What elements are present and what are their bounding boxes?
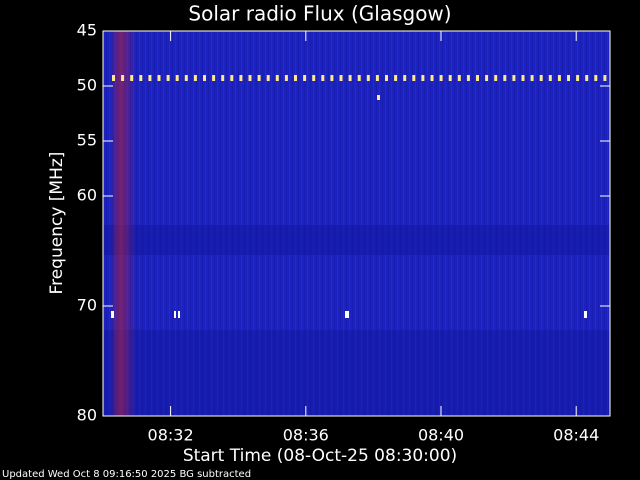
interference-dot	[448, 75, 452, 81]
interference-dot	[539, 75, 543, 81]
interference-dot	[366, 75, 370, 81]
interference-dot	[357, 75, 361, 81]
interference-dot	[385, 75, 388, 81]
dark-band	[103, 225, 610, 255]
dark-band	[103, 330, 610, 416]
interference-dot	[212, 75, 216, 81]
y-tick-label: 45	[77, 21, 97, 40]
interference-dot	[257, 75, 261, 81]
spectrogram-texture	[103, 31, 610, 416]
x-tick-label: 08:44	[553, 426, 599, 445]
interference-dot	[466, 75, 470, 81]
interference-dot	[430, 75, 434, 81]
interference-dot	[266, 75, 270, 81]
x-axis-label: Start Time (08-Oct-25 08:30:00)	[183, 446, 457, 466]
interference-dot	[230, 75, 234, 81]
interference-dot	[148, 75, 152, 81]
interference-dot	[184, 75, 188, 81]
interference-dot	[512, 75, 516, 81]
interference-dot	[275, 75, 279, 81]
interference-mark	[111, 311, 114, 318]
interference-dot	[503, 75, 507, 81]
interference-dot	[377, 95, 380, 100]
interference-dot	[139, 75, 143, 81]
interference-dot	[166, 75, 170, 81]
footer: Updated Wed Oct 8 09:16:50 2025 BG subtr…	[2, 469, 251, 480]
y-tick-label: 70	[77, 296, 97, 315]
interference-dot	[330, 75, 334, 81]
interference-dot	[421, 75, 425, 81]
interference-dot	[412, 75, 416, 81]
interference-dot	[603, 75, 607, 81]
interference-dot	[548, 75, 552, 81]
interference-dot	[530, 75, 534, 81]
interference-dot	[576, 75, 580, 81]
interference-dot	[112, 75, 115, 81]
interference-dot	[394, 75, 398, 81]
interference-dot	[457, 75, 461, 81]
interference-dot	[339, 75, 343, 81]
interference-dot	[175, 75, 179, 81]
interference-dot	[157, 75, 161, 81]
frame	[102, 30, 611, 417]
chart-title: Solar radio Flux (Glasgow)	[188, 2, 451, 26]
interference-dot	[121, 75, 125, 81]
interference-dot	[594, 75, 598, 81]
interference-dot	[485, 75, 489, 81]
interference-dot	[239, 75, 243, 81]
interference-mark	[174, 311, 176, 318]
x-tick-label: 08:36	[283, 426, 329, 445]
y-tick-label: 50	[77, 76, 97, 95]
interference-mark	[345, 311, 349, 318]
interference-dot	[312, 75, 316, 81]
interference-mark	[584, 311, 587, 318]
burst	[110, 31, 136, 416]
interference-dot	[221, 75, 225, 81]
interference-dot	[294, 75, 297, 81]
interference-dot	[439, 75, 443, 81]
y-tick-label: 60	[77, 186, 97, 205]
interference-dot	[557, 75, 561, 81]
y-tick-label: 55	[77, 131, 97, 150]
interference-dot	[521, 75, 525, 81]
x-tick-label: 08:40	[418, 426, 464, 445]
interference-dot	[403, 75, 407, 81]
y-axis-label: Frequency [MHz]	[47, 152, 67, 295]
interference-dot	[284, 75, 288, 81]
interference-dot	[130, 75, 134, 81]
interference-dot	[348, 75, 352, 81]
interference-dot	[585, 75, 589, 81]
interference-dot	[375, 75, 379, 81]
interference-dot	[567, 75, 570, 81]
interference-dot	[203, 75, 206, 81]
interference-mark	[178, 311, 180, 318]
interference-dot	[494, 75, 498, 81]
interference-dot	[476, 75, 479, 81]
interference-dot	[193, 75, 197, 81]
x-tick-label: 08:32	[148, 426, 194, 445]
interference-dot	[321, 75, 325, 81]
y-tick-label: 80	[77, 406, 97, 425]
interference-dot	[248, 75, 252, 81]
interference-dot	[303, 75, 307, 81]
